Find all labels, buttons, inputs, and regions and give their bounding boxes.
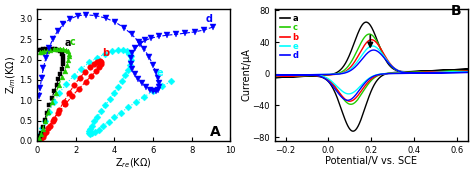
Y-axis label: Current/μA: Current/μA bbox=[241, 48, 251, 101]
Text: c: c bbox=[70, 37, 76, 47]
X-axis label: Potential/V vs. SCE: Potential/V vs. SCE bbox=[325, 156, 417, 166]
Text: e: e bbox=[157, 68, 163, 78]
Y-axis label: Z$_{im}$(KΩ): Z$_{im}$(KΩ) bbox=[4, 56, 18, 94]
Text: b: b bbox=[102, 48, 109, 58]
X-axis label: Z$_{re}$(KΩ): Z$_{re}$(KΩ) bbox=[116, 156, 152, 170]
Text: A: A bbox=[210, 125, 220, 139]
Text: a: a bbox=[65, 38, 71, 48]
Legend: a, c, b, e, d: a, c, b, e, d bbox=[279, 13, 299, 61]
Text: B: B bbox=[451, 4, 462, 18]
Text: d: d bbox=[205, 14, 212, 24]
